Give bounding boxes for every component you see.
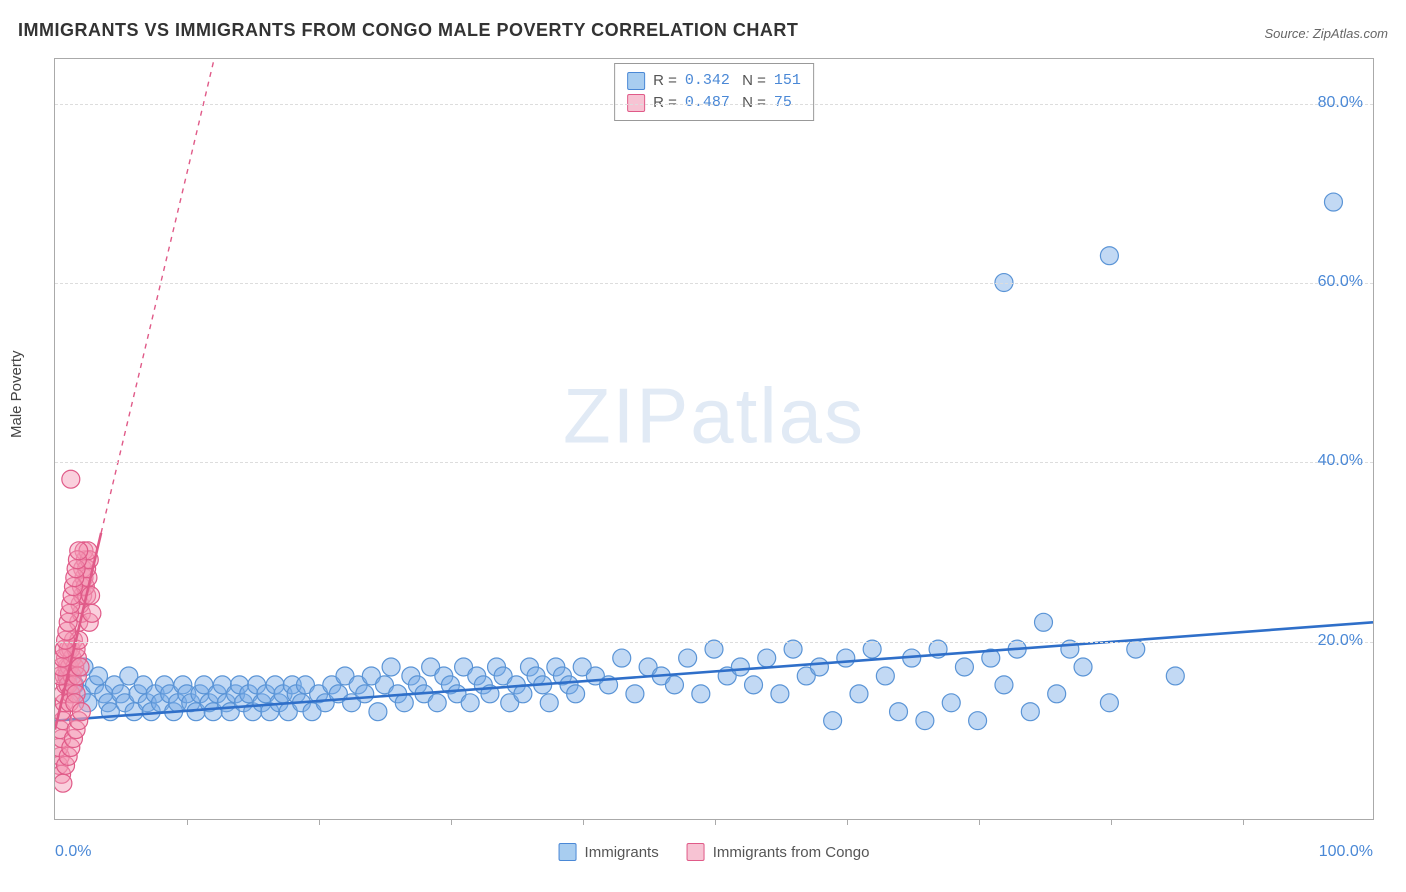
x-tick bbox=[715, 819, 716, 825]
data-point bbox=[90, 667, 108, 685]
x-tick bbox=[979, 819, 980, 825]
legend-n-val-1: 151 bbox=[774, 70, 801, 92]
x-tick bbox=[1243, 819, 1244, 825]
x-tick-label: 0.0% bbox=[55, 843, 91, 861]
swatch-bottom-2 bbox=[687, 843, 705, 861]
data-point bbox=[356, 685, 374, 703]
data-point bbox=[824, 712, 842, 730]
gridline bbox=[55, 104, 1373, 105]
plot-svg bbox=[55, 59, 1373, 819]
data-point bbox=[784, 640, 802, 658]
data-point bbox=[1100, 247, 1118, 265]
data-point bbox=[995, 676, 1013, 694]
data-point bbox=[1074, 658, 1092, 676]
data-point bbox=[1061, 640, 1079, 658]
data-point bbox=[1021, 703, 1039, 721]
data-point bbox=[382, 658, 400, 676]
legend-series: Immigrants Immigrants from Congo bbox=[559, 843, 870, 861]
legend-r-label-1: R = bbox=[653, 70, 677, 92]
y-tick-label: 60.0% bbox=[1318, 273, 1363, 291]
data-point bbox=[1324, 193, 1342, 211]
data-point bbox=[55, 774, 72, 792]
container: IMMIGRANTS VS IMMIGRANTS FROM CONGO MALE… bbox=[0, 0, 1406, 892]
data-point bbox=[1127, 640, 1145, 658]
data-point bbox=[705, 640, 723, 658]
data-point bbox=[72, 703, 90, 721]
swatch-series-1 bbox=[627, 72, 645, 90]
data-point bbox=[771, 685, 789, 703]
chart-title: IMMIGRANTS VS IMMIGRANTS FROM CONGO MALE… bbox=[18, 20, 798, 41]
data-point bbox=[613, 649, 631, 667]
gridline bbox=[55, 642, 1373, 643]
data-point bbox=[1048, 685, 1066, 703]
data-point bbox=[428, 694, 446, 712]
swatch-bottom-1 bbox=[559, 843, 577, 861]
legend-n-label-1: N = bbox=[738, 70, 766, 92]
x-tick bbox=[187, 819, 188, 825]
x-tick bbox=[1111, 819, 1112, 825]
data-point bbox=[1100, 694, 1118, 712]
data-point bbox=[1035, 613, 1053, 631]
data-point bbox=[876, 667, 894, 685]
data-point bbox=[731, 658, 749, 676]
chart-area: ZIPatlas R = 0.342 N = 151 R = 0.487 N =… bbox=[54, 58, 1374, 820]
x-tick bbox=[319, 819, 320, 825]
legend-r-val-1: 0.342 bbox=[685, 70, 730, 92]
data-point bbox=[83, 604, 101, 622]
data-point bbox=[890, 703, 908, 721]
y-tick-label: 40.0% bbox=[1318, 452, 1363, 470]
data-point bbox=[665, 676, 683, 694]
data-point bbox=[916, 712, 934, 730]
data-point bbox=[461, 694, 479, 712]
data-point bbox=[514, 685, 532, 703]
data-point bbox=[837, 649, 855, 667]
data-point bbox=[369, 703, 387, 721]
y-tick-label: 20.0% bbox=[1318, 632, 1363, 650]
data-point bbox=[955, 658, 973, 676]
data-point bbox=[692, 685, 710, 703]
y-tick-label: 80.0% bbox=[1318, 94, 1363, 112]
x-tick bbox=[847, 819, 848, 825]
legend-item-2: Immigrants from Congo bbox=[687, 843, 870, 861]
data-point bbox=[395, 694, 413, 712]
legend-row-1: R = 0.342 N = 151 bbox=[627, 70, 801, 92]
legend-label-2: Immigrants from Congo bbox=[713, 844, 870, 861]
data-point bbox=[70, 542, 88, 560]
data-point bbox=[679, 649, 697, 667]
legend-correlation: R = 0.342 N = 151 R = 0.487 N = 75 bbox=[614, 63, 814, 121]
data-point bbox=[810, 658, 828, 676]
source-label: Source: ZipAtlas.com bbox=[1264, 26, 1388, 41]
x-tick bbox=[451, 819, 452, 825]
data-point bbox=[863, 640, 881, 658]
data-point bbox=[758, 649, 776, 667]
x-tick-label: 100.0% bbox=[1319, 843, 1373, 861]
x-tick bbox=[583, 819, 584, 825]
data-point bbox=[745, 676, 763, 694]
data-point bbox=[626, 685, 644, 703]
data-point bbox=[969, 712, 987, 730]
gridline bbox=[55, 283, 1373, 284]
data-point bbox=[942, 694, 960, 712]
data-point bbox=[850, 685, 868, 703]
legend-item-1: Immigrants bbox=[559, 843, 659, 861]
legend-label-1: Immigrants bbox=[585, 844, 659, 861]
y-axis-label: Male Poverty bbox=[8, 350, 25, 438]
gridline bbox=[55, 462, 1373, 463]
data-point bbox=[62, 470, 80, 488]
data-point bbox=[1166, 667, 1184, 685]
data-point bbox=[71, 658, 89, 676]
data-point bbox=[567, 685, 585, 703]
data-point bbox=[540, 694, 558, 712]
